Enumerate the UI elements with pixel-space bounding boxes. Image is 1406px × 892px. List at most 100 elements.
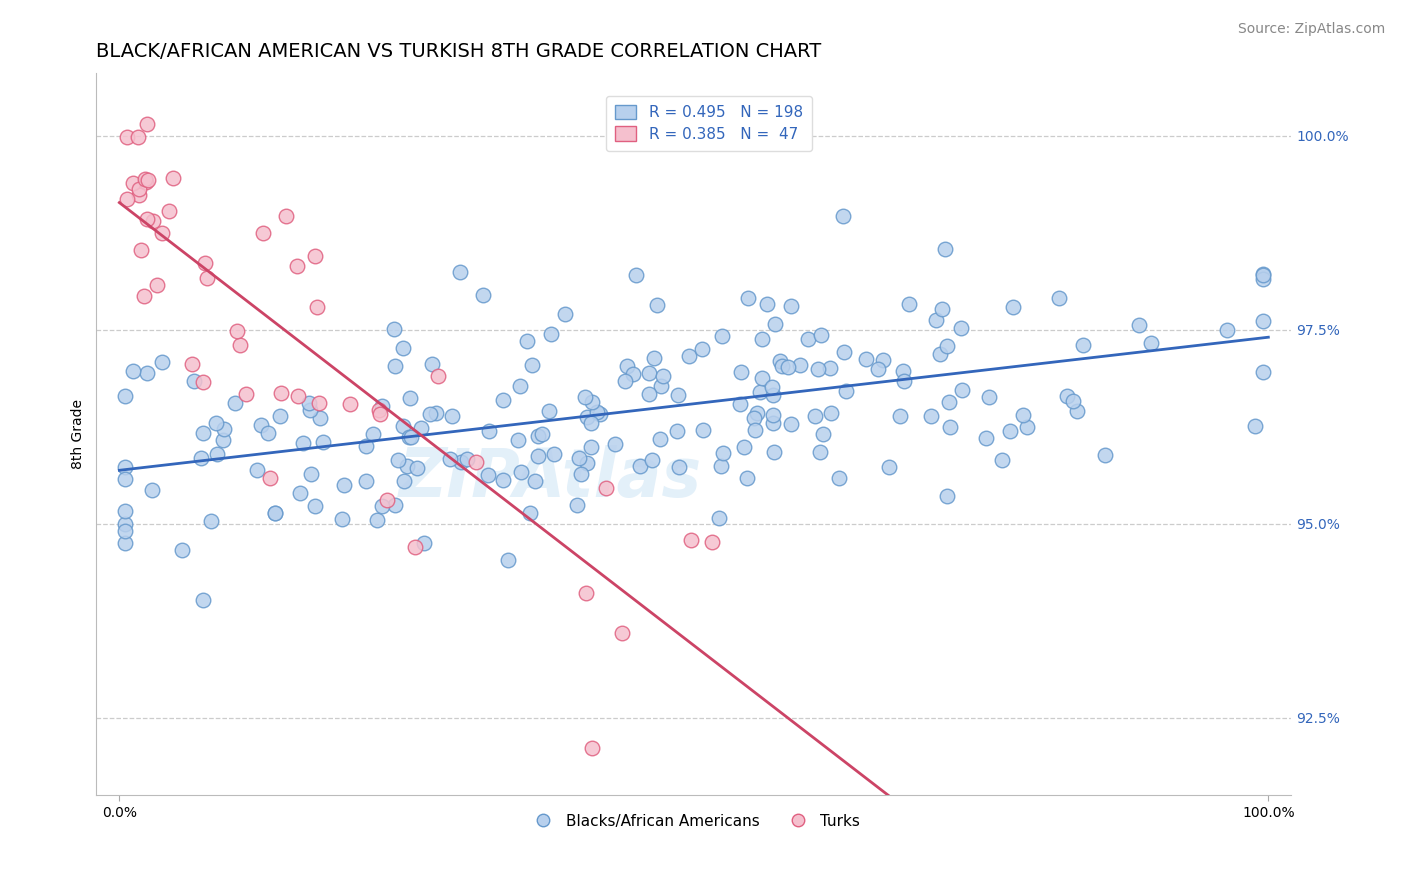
Point: [678, 349, 700, 363]
Point: [891, 364, 914, 378]
Point: [621, 368, 644, 382]
Point: [522, 358, 544, 372]
Point: [377, 492, 399, 507]
Point: [291, 436, 314, 450]
Point: [755, 297, 778, 311]
Point: [710, 459, 733, 474]
Point: [509, 465, 531, 479]
Point: [579, 416, 602, 430]
Point: [465, 455, 488, 469]
Point: [404, 540, 426, 554]
Point: [735, 471, 758, 485]
Point: [1002, 300, 1025, 314]
Text: BLACK/AFRICAN AMERICAN VS TURKISH 8TH GRADE CORRELATION CHART: BLACK/AFRICAN AMERICAN VS TURKISH 8TH GR…: [97, 42, 821, 61]
Point: [1243, 418, 1265, 433]
Text: ZIPAtlas: ZIPAtlas: [399, 445, 702, 511]
Point: [114, 524, 136, 539]
Text: Source: ZipAtlas.com: Source: ZipAtlas.com: [1237, 22, 1385, 37]
Point: [395, 458, 418, 473]
Point: [1056, 389, 1078, 403]
Point: [193, 376, 215, 390]
Point: [568, 450, 591, 465]
Point: [498, 553, 520, 567]
Point: [127, 130, 149, 145]
Point: [226, 324, 249, 338]
Point: [1251, 272, 1274, 286]
Point: [508, 433, 530, 447]
Point: [114, 460, 136, 475]
Point: [354, 474, 377, 488]
Point: [998, 424, 1021, 438]
Point: [339, 397, 361, 411]
Point: [877, 460, 900, 475]
Point: [832, 345, 855, 359]
Point: [121, 176, 143, 190]
Point: [929, 347, 952, 361]
Point: [575, 456, 598, 470]
Point: [259, 471, 281, 485]
Point: [287, 389, 309, 403]
Point: [530, 426, 553, 441]
Point: [269, 409, 291, 424]
Point: [569, 467, 592, 482]
Point: [117, 129, 139, 144]
Point: [666, 388, 689, 402]
Point: [519, 506, 541, 520]
Point: [744, 423, 766, 437]
Point: [711, 446, 734, 460]
Point: [804, 409, 827, 423]
Point: [191, 593, 214, 607]
Point: [224, 396, 246, 410]
Point: [762, 409, 785, 423]
Point: [191, 425, 214, 440]
Point: [190, 451, 212, 466]
Point: [205, 447, 228, 461]
Point: [668, 460, 690, 475]
Point: [142, 214, 165, 228]
Point: [170, 543, 193, 558]
Point: [399, 391, 422, 405]
Point: [575, 585, 598, 599]
Point: [427, 368, 450, 383]
Point: [526, 429, 548, 443]
Point: [384, 499, 406, 513]
Point: [354, 438, 377, 452]
Point: [304, 499, 326, 513]
Point: [135, 212, 157, 227]
Point: [889, 409, 911, 423]
Point: [150, 354, 173, 368]
Point: [554, 307, 576, 321]
Point: [146, 277, 169, 292]
Point: [257, 426, 280, 441]
Point: [665, 425, 688, 439]
Point: [936, 339, 959, 353]
Point: [132, 288, 155, 302]
Point: [1251, 314, 1274, 328]
Point: [477, 467, 499, 482]
Point: [229, 337, 252, 351]
Point: [1062, 393, 1084, 408]
Point: [938, 395, 960, 409]
Point: [770, 359, 793, 374]
Point: [575, 410, 598, 425]
Point: [471, 287, 494, 301]
Point: [939, 420, 962, 434]
Point: [211, 433, 233, 447]
Point: [974, 431, 997, 445]
Point: [868, 361, 890, 376]
Point: [308, 396, 330, 410]
Point: [419, 407, 441, 421]
Point: [762, 416, 785, 430]
Point: [115, 192, 138, 206]
Point: [1047, 291, 1070, 305]
Point: [780, 417, 803, 431]
Point: [134, 171, 156, 186]
Point: [509, 379, 531, 393]
Point: [1012, 408, 1035, 422]
Point: [650, 379, 672, 393]
Point: [114, 535, 136, 549]
Point: [574, 390, 596, 404]
Point: [524, 475, 547, 489]
Point: [751, 332, 773, 346]
Point: [129, 244, 152, 258]
